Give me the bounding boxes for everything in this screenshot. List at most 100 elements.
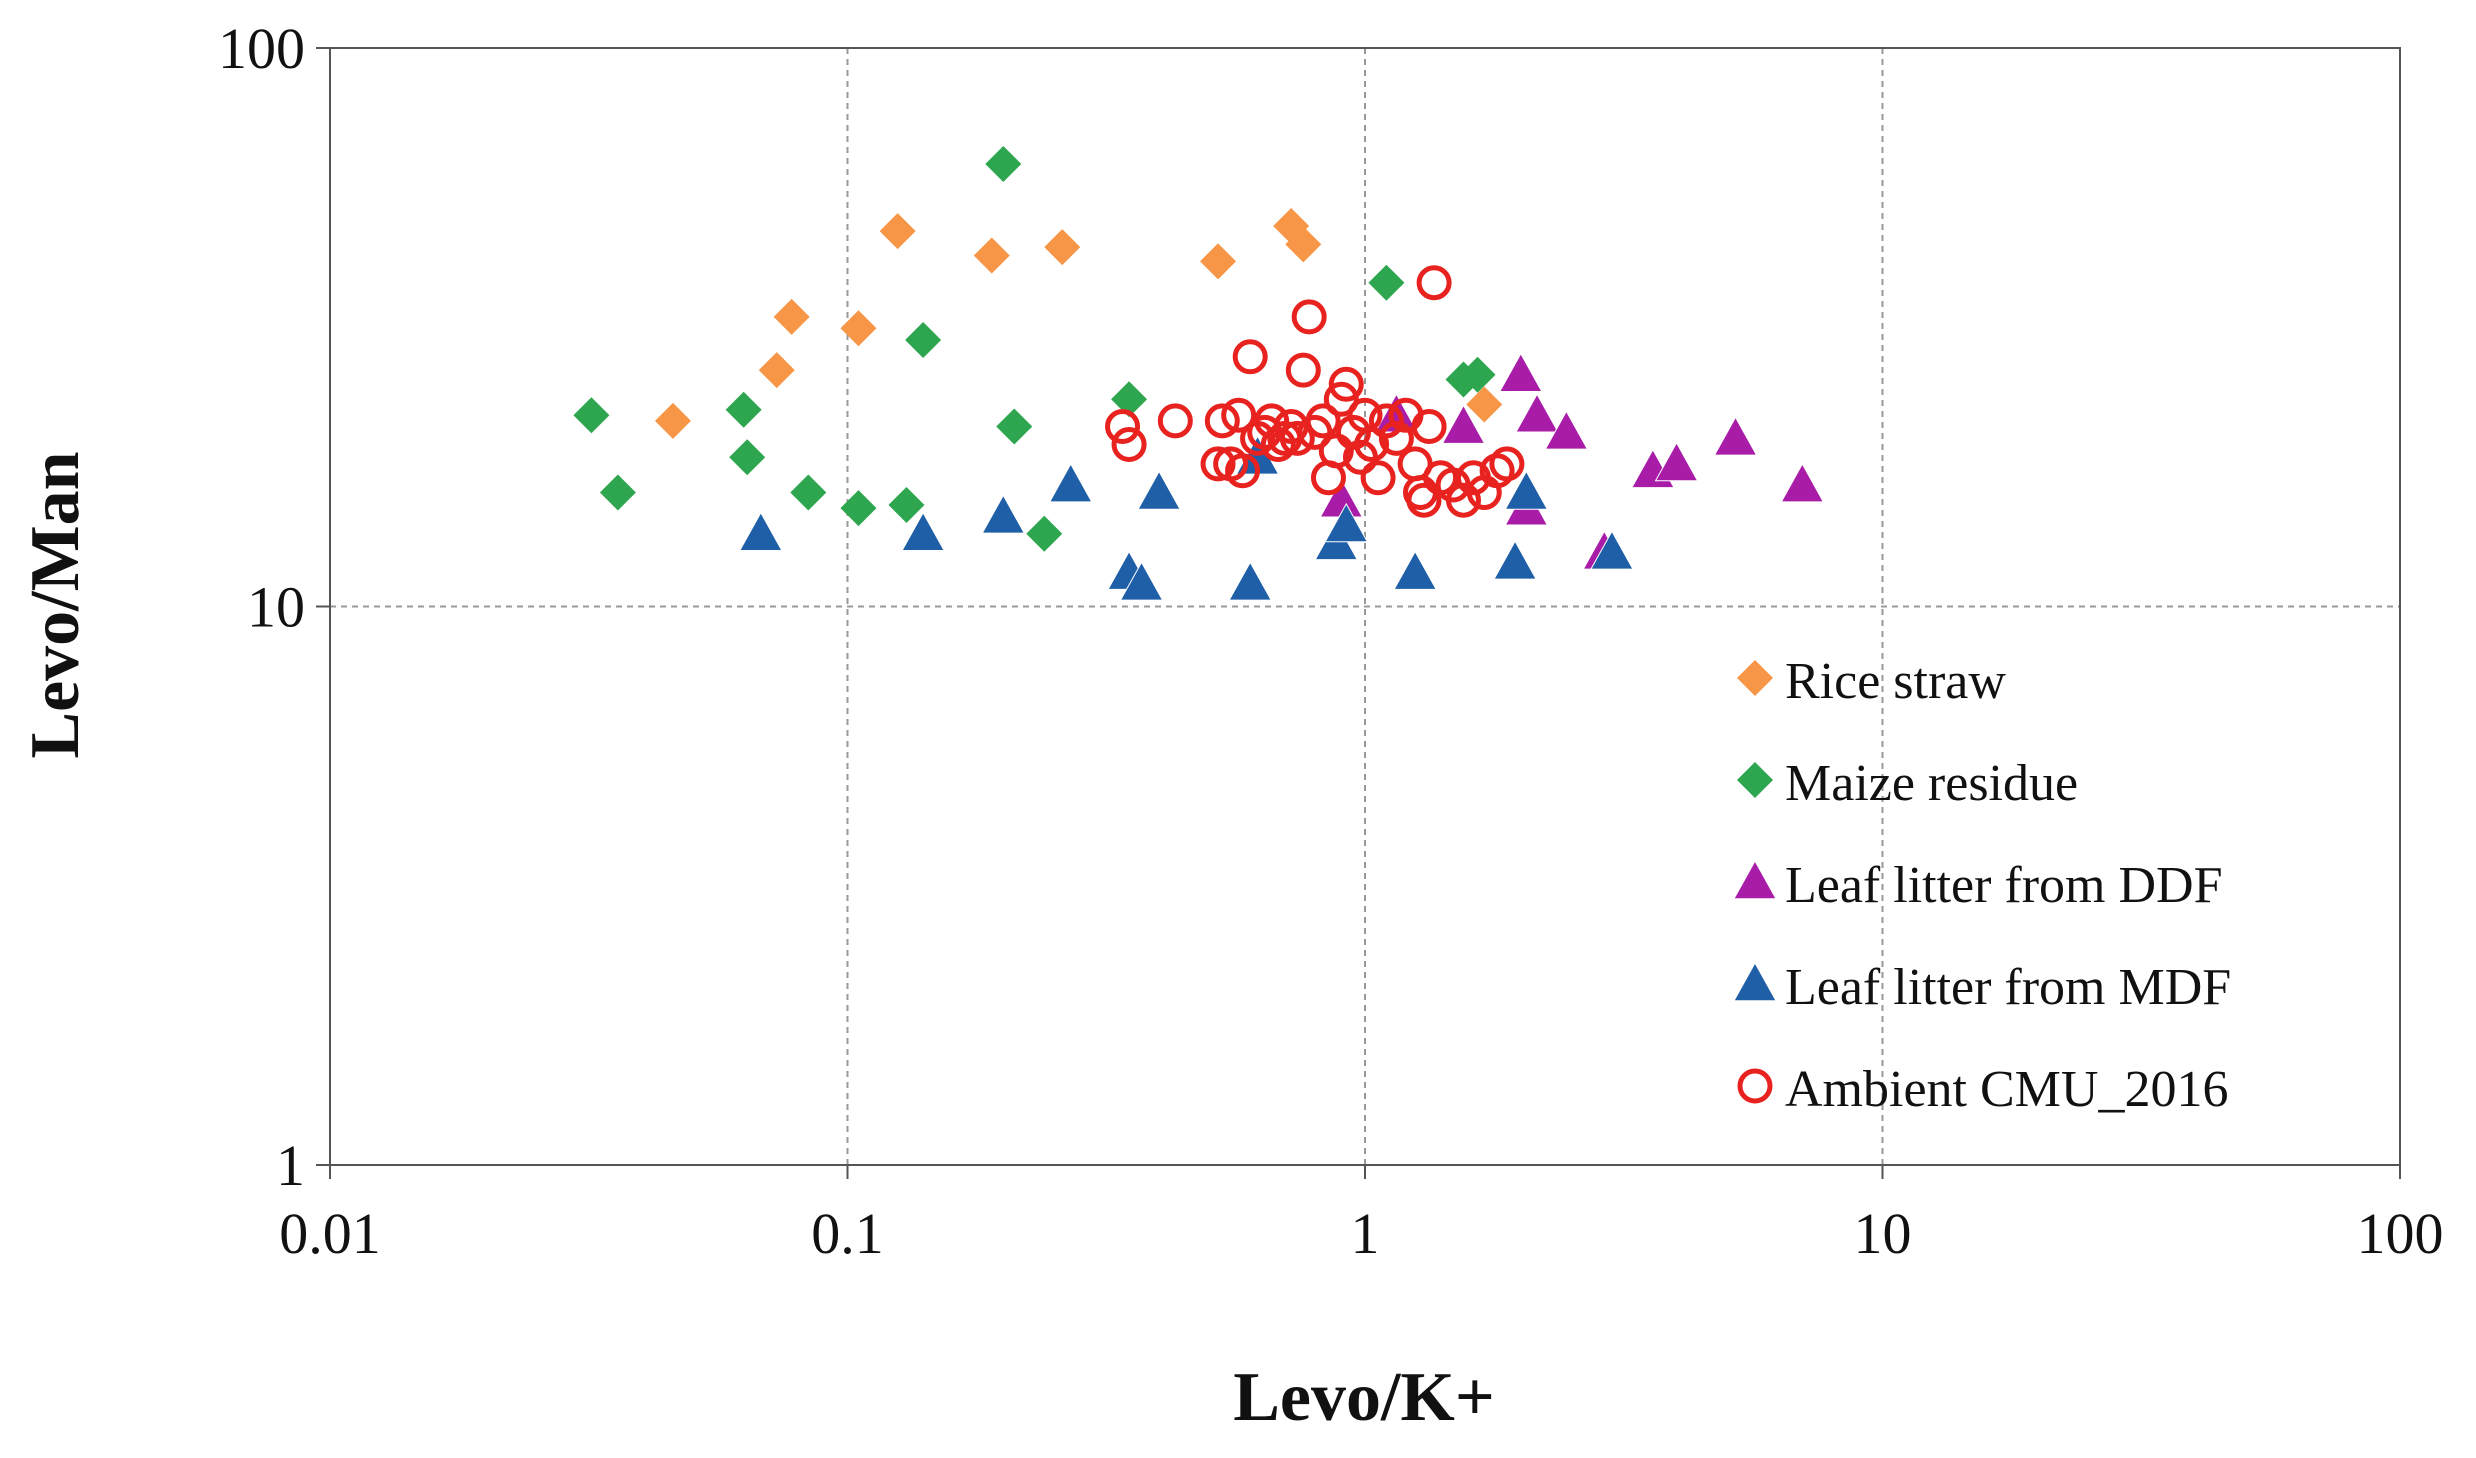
data-point-maize-residue bbox=[729, 439, 766, 476]
x-tick-label: 0.1 bbox=[811, 1201, 884, 1266]
data-point-ambient-cmu-2016 bbox=[1200, 446, 1236, 482]
x-tick-label: 100 bbox=[2357, 1201, 2444, 1266]
data-point-maize-residue bbox=[599, 474, 636, 511]
data-point-leaf-litter-from-mdf bbox=[1137, 470, 1181, 510]
x-tick-label: 1 bbox=[1351, 1201, 1380, 1266]
data-point-ambient-cmu-2016 bbox=[1406, 482, 1442, 518]
legend-marker-maize-residue bbox=[1737, 762, 1773, 798]
data-point-leaf-litter-from-mdf bbox=[981, 494, 1026, 534]
data-point-ambient-cmu-2016 bbox=[1285, 352, 1321, 388]
data-point-rice-straw bbox=[1044, 229, 1081, 266]
data-point-ambient-cmu-2016 bbox=[1291, 299, 1327, 335]
data-point-ambient-cmu-2016 bbox=[1318, 433, 1354, 469]
data-point-leaf-litter-from-mdf bbox=[901, 511, 945, 552]
data-point-rice-straw bbox=[1285, 226, 1322, 263]
data-point-leaf-litter-from-ddf bbox=[1515, 393, 1559, 433]
y-tick-label: 10 bbox=[247, 575, 305, 640]
x-axis-title: Levo/K+ bbox=[1233, 1359, 1495, 1436]
legend-marker-ambient-cmu-2016 bbox=[1737, 1068, 1773, 1104]
series-leaf-litter-from-mdf bbox=[738, 435, 1634, 601]
data-point-leaf-litter-from-mdf bbox=[1393, 550, 1438, 590]
legend-label-ambient-cmu-2016: Ambient CMU_2016 bbox=[1785, 1061, 2228, 1118]
data-point-ambient-cmu-2016 bbox=[1105, 409, 1141, 445]
data-point-maize-residue bbox=[905, 322, 942, 359]
data-point-leaf-litter-from-mdf bbox=[1048, 463, 1093, 503]
data-point-ambient-cmu-2016 bbox=[1111, 427, 1147, 463]
data-point-leaf-litter-from-mdf bbox=[1228, 561, 1273, 601]
data-point-ambient-cmu-2016 bbox=[1157, 403, 1193, 439]
legend-label-leaf-litter-from-mdf: Leaf litter from MDF bbox=[1785, 959, 2231, 1016]
data-point-leaf-litter-from-ddf bbox=[1441, 404, 1486, 444]
data-point-ambient-cmu-2016 bbox=[1445, 482, 1481, 518]
data-point-maize-residue bbox=[1026, 515, 1063, 552]
data-point-maize-residue bbox=[985, 145, 1022, 182]
data-point-ambient-cmu-2016 bbox=[1279, 420, 1315, 456]
legend-item-leaf-litter-from-mdf: Leaf litter from MDF bbox=[1733, 959, 2231, 1016]
data-point-leaf-litter-from-mdf bbox=[1493, 540, 1537, 580]
legend: Rice straw Maize residue Leaf litter from … bbox=[1733, 653, 2231, 1118]
data-point-maize-residue bbox=[1459, 356, 1496, 393]
data-point-maize-residue bbox=[1111, 381, 1148, 418]
data-points bbox=[573, 145, 1825, 601]
data-point-maize-residue bbox=[840, 490, 877, 527]
legend-item-maize-residue: Maize residue bbox=[1737, 755, 2078, 812]
data-point-rice-straw bbox=[1466, 386, 1503, 423]
data-point-ambient-cmu-2016 bbox=[1416, 265, 1452, 301]
data-point-ambient-cmu-2016 bbox=[1328, 366, 1364, 402]
data-point-ambient-cmu-2016 bbox=[1323, 381, 1359, 417]
data-point-ambient-cmu-2016 bbox=[1221, 397, 1257, 433]
data-point-maize-residue bbox=[996, 408, 1033, 445]
data-point-leaf-litter-from-ddf bbox=[1780, 463, 1825, 503]
data-point-rice-straw bbox=[654, 402, 691, 439]
data-point-ambient-cmu-2016 bbox=[1204, 403, 1240, 439]
data-point-ambient-cmu-2016 bbox=[1360, 460, 1396, 496]
x-tick-label: 10 bbox=[1854, 1201, 1912, 1266]
data-point-leaf-litter-from-ddf bbox=[1654, 441, 1699, 482]
legend-marker-leaf-litter-from-ddf bbox=[1733, 859, 1777, 900]
data-point-ambient-cmu-2016 bbox=[1305, 403, 1341, 439]
data-point-maize-residue bbox=[725, 391, 762, 428]
data-point-ambient-cmu-2016 bbox=[1368, 403, 1404, 439]
data-point-ambient-cmu-2016 bbox=[1489, 446, 1525, 482]
data-point-maize-residue bbox=[1368, 264, 1405, 301]
data-point-leaf-litter-from-mdf bbox=[1119, 561, 1164, 601]
data-point-rice-straw bbox=[879, 213, 916, 250]
legend-label-rice-straw: Rice straw bbox=[1785, 653, 2006, 710]
data-point-leaf-litter-from-mdf bbox=[1504, 470, 1549, 510]
legend-item-leaf-litter-from-ddf: Leaf litter from DDF bbox=[1733, 857, 2223, 914]
y-tick-label: 100 bbox=[218, 16, 305, 81]
data-point-leaf-litter-from-mdf bbox=[738, 511, 783, 552]
series-ambient-cmu-2016 bbox=[1105, 265, 1525, 518]
axis-ticks: 0.01 0.1 1 10 100 1 10 100 bbox=[218, 16, 2444, 1266]
data-point-rice-straw bbox=[758, 352, 795, 389]
legend-label-leaf-litter-from-ddf: Leaf litter from DDF bbox=[1785, 857, 2223, 914]
data-point-leaf-litter-from-mdf bbox=[1324, 502, 1369, 543]
data-point-rice-straw bbox=[840, 310, 877, 347]
y-axis-title: Levo/Man bbox=[17, 451, 94, 758]
y-tick-label: 1 bbox=[276, 1133, 305, 1198]
series-leaf-litter-from-ddf bbox=[1319, 352, 1825, 570]
x-tick-label: 0.01 bbox=[279, 1201, 381, 1266]
data-point-leaf-litter-from-ddf bbox=[1713, 416, 1758, 456]
grid-lines bbox=[330, 48, 2400, 1165]
legend-marker-leaf-litter-from-mdf bbox=[1733, 961, 1777, 1002]
data-point-ambient-cmu-2016 bbox=[1225, 453, 1261, 489]
legend-marker-rice-straw bbox=[1737, 660, 1773, 696]
legend-item-rice-straw: Rice straw bbox=[1737, 653, 2006, 710]
data-point-ambient-cmu-2016 bbox=[1232, 339, 1268, 375]
series-maize-residue bbox=[573, 145, 1496, 552]
data-point-ambient-cmu-2016 bbox=[1411, 409, 1447, 445]
series-rice-straw bbox=[654, 208, 1503, 439]
data-point-maize-residue bbox=[790, 474, 827, 511]
data-point-leaf-litter-from-ddf bbox=[1498, 352, 1543, 393]
data-point-rice-straw bbox=[773, 298, 810, 335]
data-point-maize-residue bbox=[573, 397, 610, 434]
legend-label-maize-residue: Maize residue bbox=[1785, 755, 2078, 812]
data-point-rice-straw bbox=[1200, 243, 1237, 280]
data-point-leaf-litter-from-mdf bbox=[1590, 530, 1634, 570]
legend-item-ambient-cmu-2016: Ambient CMU_2016 bbox=[1737, 1061, 2228, 1118]
data-point-leaf-litter-from-ddf bbox=[1544, 410, 1589, 450]
data-point-maize-residue bbox=[888, 486, 925, 523]
data-point-rice-straw bbox=[973, 237, 1010, 274]
